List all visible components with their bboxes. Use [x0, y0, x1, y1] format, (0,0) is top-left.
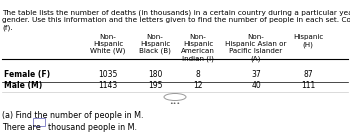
Text: 195: 195	[148, 81, 162, 90]
Text: Male (M): Male (M)	[4, 81, 42, 90]
Text: 180: 180	[148, 70, 162, 79]
Text: American: American	[181, 48, 215, 54]
Text: Hispanic: Hispanic	[293, 34, 323, 40]
Text: thousand people in M.: thousand people in M.	[48, 123, 137, 132]
Text: Non-: Non-	[99, 34, 117, 40]
Text: 8: 8	[196, 70, 200, 79]
Text: Non-: Non-	[190, 34, 206, 40]
Text: (H): (H)	[302, 41, 314, 48]
Text: Non-: Non-	[147, 34, 163, 40]
Text: Hispanic: Hispanic	[183, 41, 213, 47]
Text: Hispanic: Hispanic	[93, 41, 123, 47]
Text: There are: There are	[2, 123, 41, 132]
Text: Indian (I): Indian (I)	[182, 55, 214, 62]
Text: 111: 111	[301, 81, 315, 90]
Text: •••: •••	[169, 100, 181, 105]
Text: Pacific Islander: Pacific Islander	[229, 48, 283, 54]
Text: Hispanic: Hispanic	[140, 41, 170, 47]
Text: 37: 37	[251, 70, 261, 79]
Text: White (W): White (W)	[90, 48, 126, 55]
Text: (a) Find the number of people in M.: (a) Find the number of people in M.	[2, 111, 143, 120]
Text: Non-: Non-	[247, 34, 265, 40]
Text: 87: 87	[303, 70, 313, 79]
Text: Hispanic Asian or: Hispanic Asian or	[225, 41, 287, 47]
Text: gender. Use this information and the letters given to find the number of people : gender. Use this information and the let…	[2, 17, 350, 23]
FancyBboxPatch shape	[33, 118, 45, 126]
Text: 40: 40	[251, 81, 261, 90]
Text: 12: 12	[193, 81, 203, 90]
Text: Black (B): Black (B)	[139, 48, 171, 55]
Text: (f).: (f).	[2, 25, 13, 31]
Text: 1143: 1143	[98, 81, 118, 90]
Text: 1035: 1035	[98, 70, 118, 79]
Text: Female (F): Female (F)	[4, 70, 50, 79]
Text: The table lists the number of deaths (in thousands) in a certain country during : The table lists the number of deaths (in…	[2, 9, 350, 16]
Text: (A): (A)	[251, 55, 261, 62]
